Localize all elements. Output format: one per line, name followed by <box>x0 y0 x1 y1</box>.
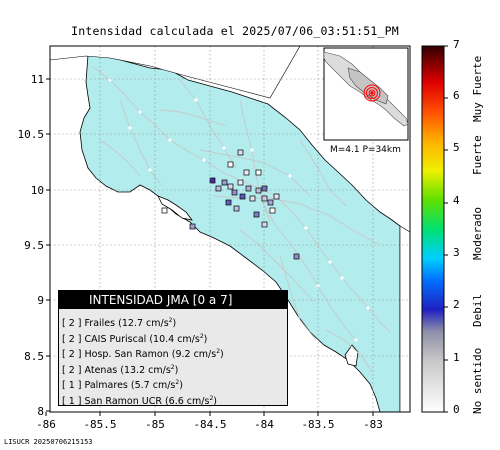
legend-item: [ 1 ] Palmares (5.7 cm/s2) <box>62 379 183 392</box>
y-tick-label: 11 <box>31 73 44 86</box>
x-tick-label: -85.5 <box>83 418 116 431</box>
x-tick-label: -85 <box>145 418 165 431</box>
colorbar <box>421 45 448 413</box>
map-frame <box>49 45 411 413</box>
legend-item: [ 1 ] San Ramon UCR (6.6 cm/s2) <box>62 394 217 407</box>
y-tick-label: 8 <box>37 405 44 418</box>
town-markers <box>108 78 370 342</box>
legend-item: [ 2 ] Hosp. San Ramon (9.2 cm/s2) <box>62 348 224 361</box>
inset-map <box>323 47 409 141</box>
colorbar-label-debil: Debil <box>471 293 484 327</box>
colorbar-tick: 6 <box>453 89 460 102</box>
y-tick-label: 9.5 <box>24 239 44 252</box>
land-nicaragua <box>50 46 301 99</box>
x-tick-label: -84 <box>254 418 274 431</box>
colorbar-label-no-sentido: No sentido <box>471 347 484 414</box>
y-tick-label: 10.5 <box>18 128 45 141</box>
legend-item: [ 2 ] CAIS Puriscal (10.4 cm/s2) <box>62 332 208 345</box>
x-tick-label: -84.5 <box>193 418 226 431</box>
y-tick-labels: 11 10.5 10 9.5 9 8.5 8 <box>18 73 45 418</box>
y-tick-label: 9 <box>37 294 44 307</box>
colorbar-tick: 0 <box>453 403 460 416</box>
colorbar-tick: 5 <box>453 141 460 154</box>
epicenter-icon <box>363 84 381 102</box>
land-panama <box>399 225 410 412</box>
legend-item: [ 2 ] Atenas (13.2 cm/s2) <box>62 363 179 376</box>
intensity-legend: INTENSIDAD JMA [0 a 7] [ 2 ] Frailes (12… <box>58 290 288 407</box>
colorbar-tick: 4 <box>453 194 460 207</box>
land-costa-rica <box>79 54 401 412</box>
road-network <box>91 65 391 373</box>
station-markers <box>161 149 300 260</box>
colorbar-label-moderado: Moderado <box>471 207 484 260</box>
colorbar-label-fuerte: Fuerte <box>471 135 484 175</box>
x-tick-labels: -86 -85.5 -85 -84.5 -84 -83.5 -83 <box>36 418 383 431</box>
x-tick-label: -83 <box>363 418 383 431</box>
colorbar-label-muy-fuerte: Muy Fuerte <box>471 55 484 122</box>
footer-id: LISUCR 20250706215153 <box>4 438 93 446</box>
colorbar-tick: 2 <box>453 298 460 311</box>
map-title: Intensidad calculada el 2025/07/06_03:51… <box>71 24 399 38</box>
y-tick-label: 8.5 <box>24 350 44 363</box>
x-tick-label: -83.5 <box>301 418 334 431</box>
inset-magnitude-label: M=4.1 P=34km <box>330 145 401 155</box>
colorbar-tick: 1 <box>453 351 460 364</box>
legend-title: INTENSIDAD JMA [0 a 7] <box>59 291 287 309</box>
legend-item: [ 2 ] Frailes (12.7 cm/s2) <box>62 317 177 330</box>
gulf-nicoya <box>157 195 193 221</box>
colorbar-tick: 3 <box>453 246 460 259</box>
y-tick-label: 10 <box>31 184 44 197</box>
colorbar-tick: 7 <box>453 38 460 51</box>
x-tick-label: -86 <box>36 418 56 431</box>
axis-ticks <box>45 78 374 416</box>
